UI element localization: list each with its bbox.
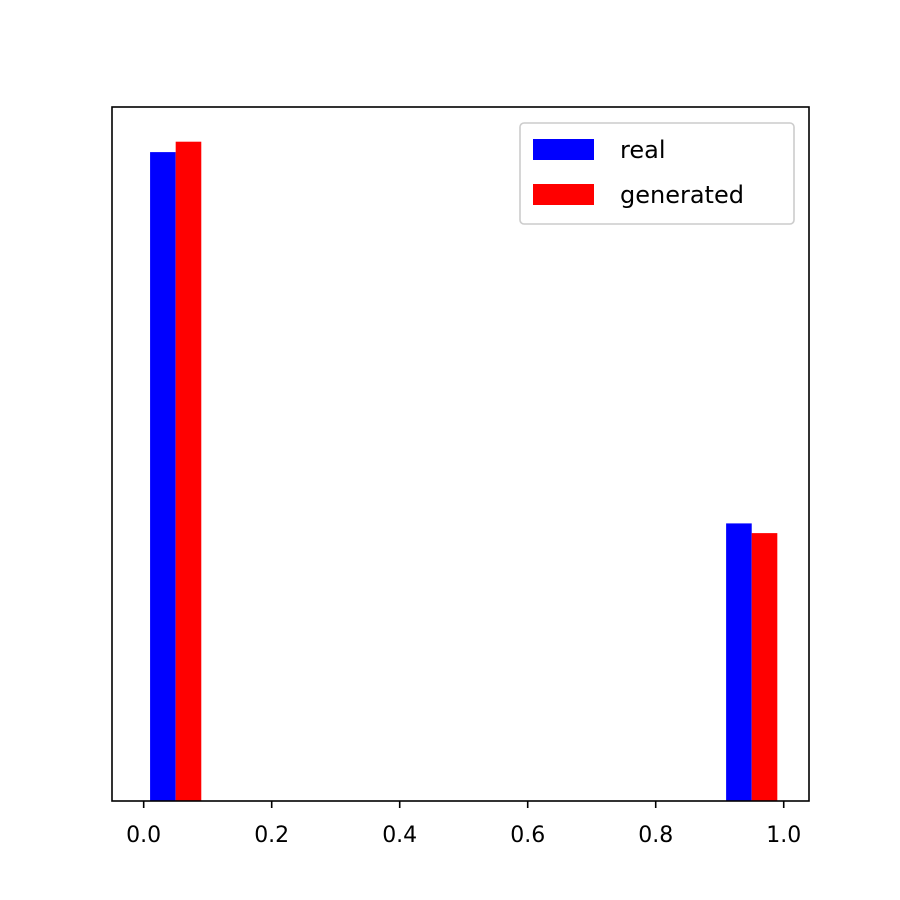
x-tick-label: 1.0 — [766, 823, 801, 848]
legend-label-generated: generated — [620, 181, 744, 209]
bars-layer — [150, 141, 778, 802]
x-tick-label: 0.6 — [510, 823, 545, 848]
bar-real-0 — [150, 152, 176, 802]
bar-generated-1 — [751, 533, 778, 801]
x-tick-label: 0.0 — [126, 823, 161, 848]
bar-generated-0 — [175, 141, 202, 801]
plot-frame — [111, 106, 810, 802]
legend-swatch-generated — [533, 184, 594, 205]
legend-label-real: real — [620, 136, 665, 164]
x-tick-label: 0.8 — [638, 823, 673, 848]
x-tick-label: 0.4 — [382, 823, 417, 848]
legend-swatch-real — [533, 139, 594, 160]
legend: real generated — [519, 122, 795, 225]
x-tick-label: 0.2 — [254, 823, 289, 848]
x-axis-ticks: 0.0 0.2 0.4 0.6 0.8 1.0 — [126, 801, 801, 848]
bar-real-1 — [726, 523, 752, 801]
